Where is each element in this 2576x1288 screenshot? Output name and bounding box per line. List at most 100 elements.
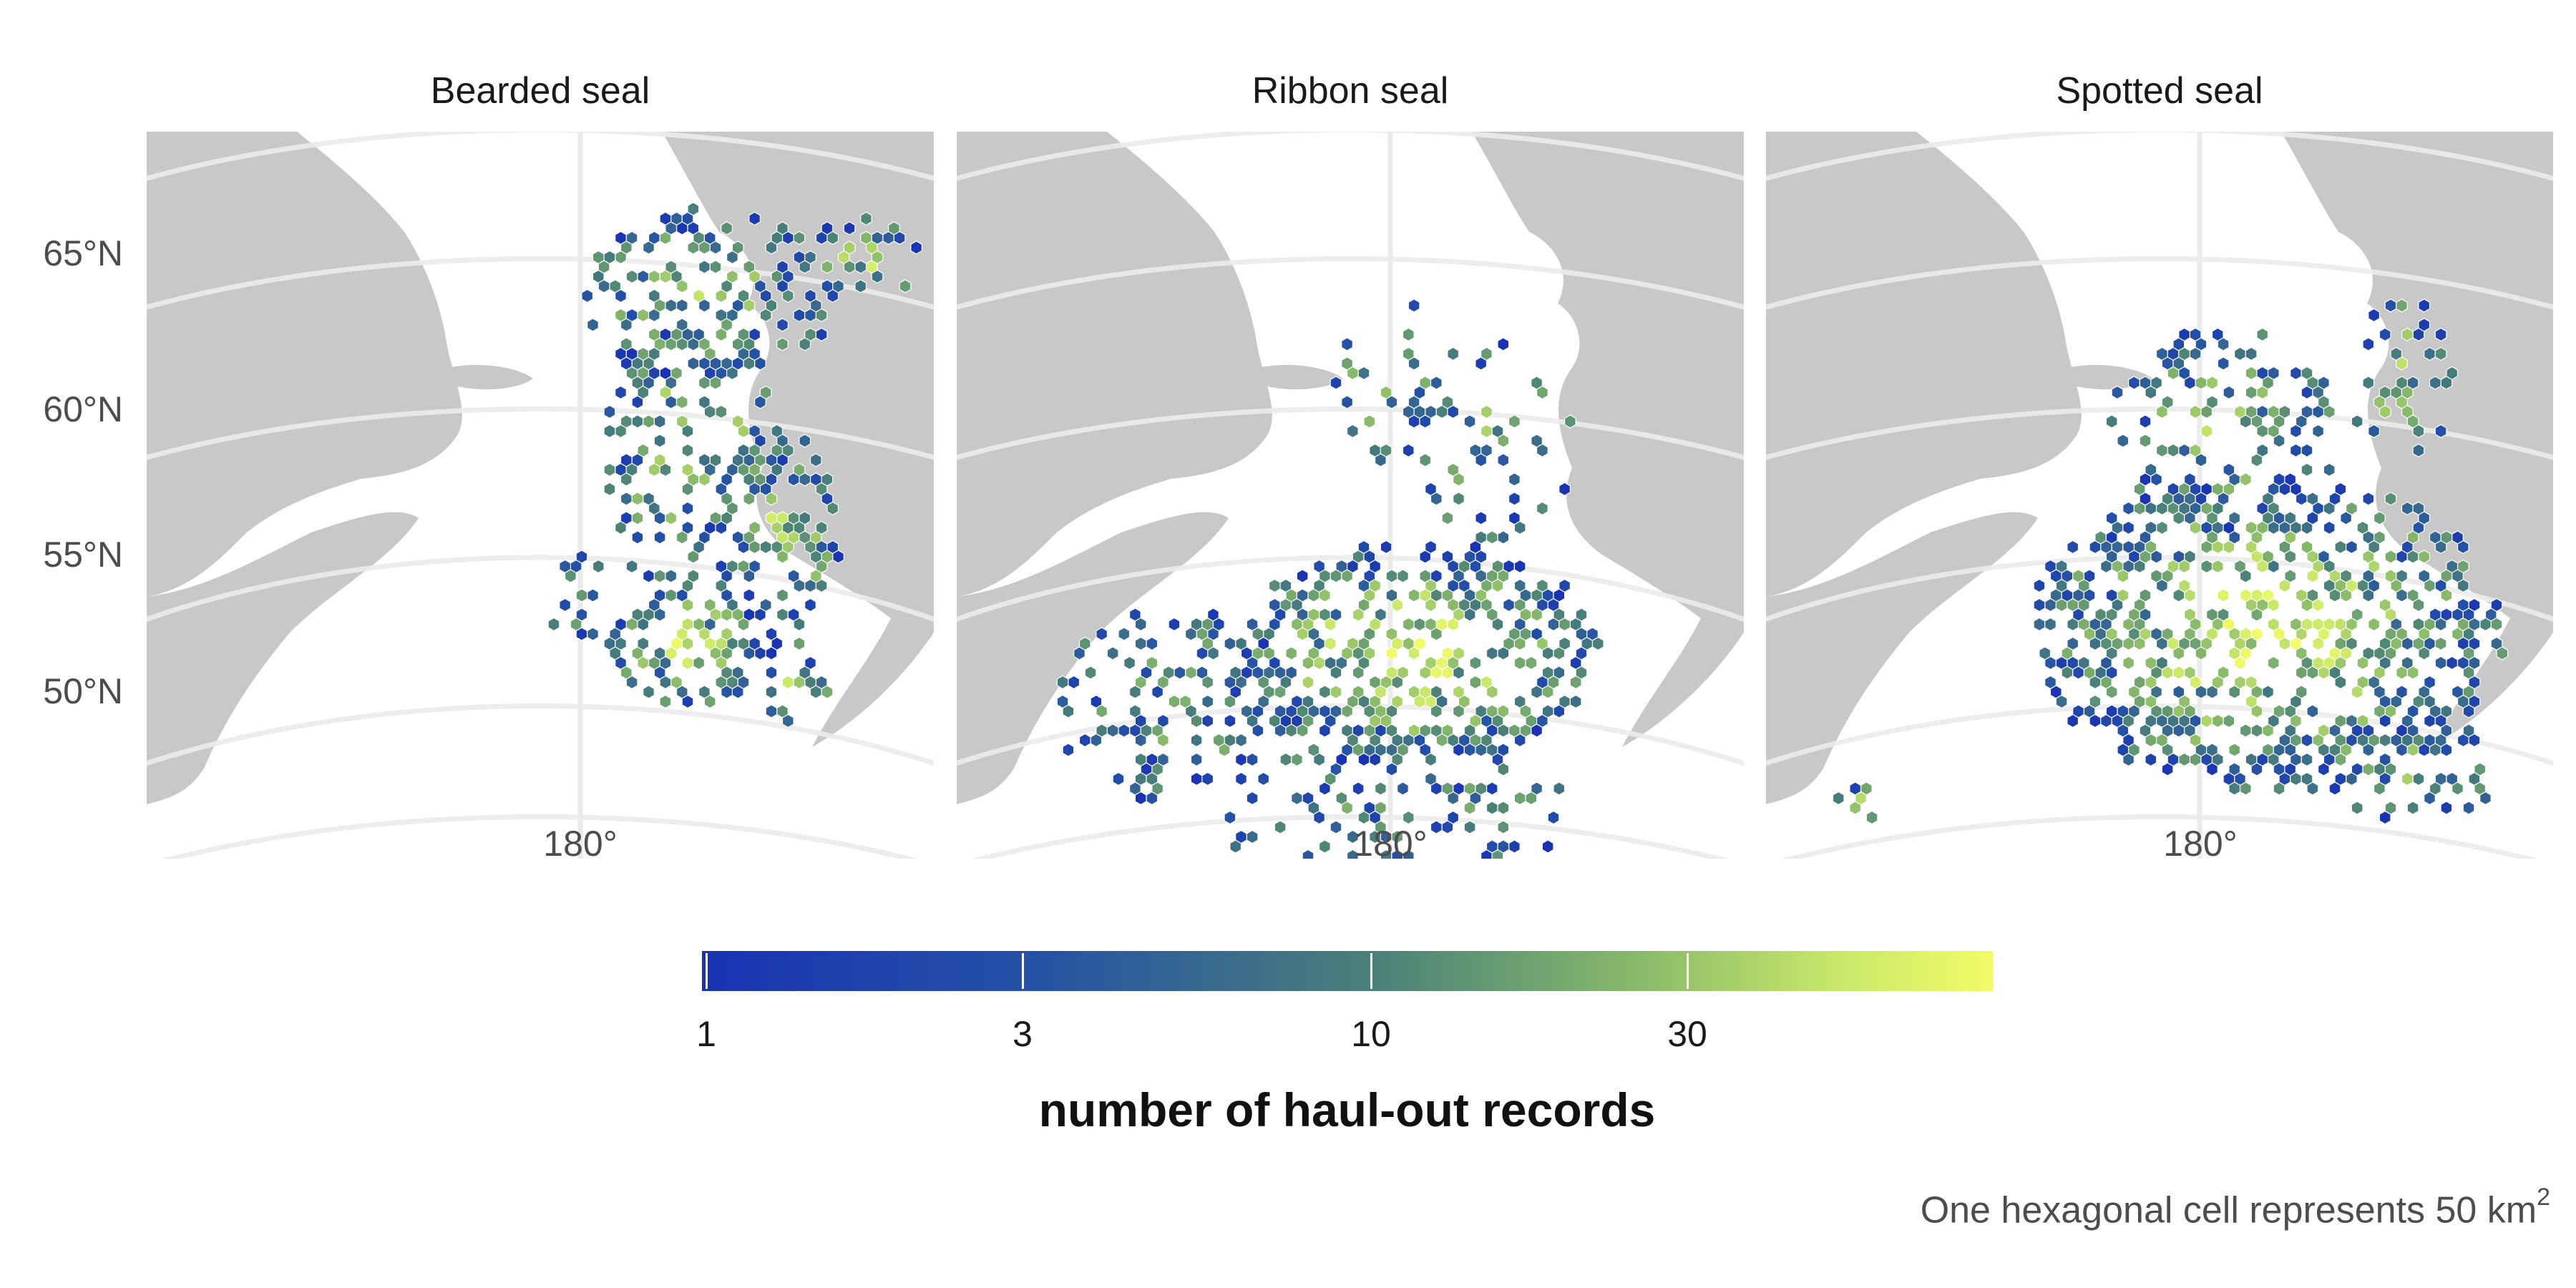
- hex-cell: [2094, 530, 2107, 545]
- hex-cell: [721, 608, 733, 622]
- hex-cell: [2189, 404, 2202, 419]
- hex-cell: [1068, 675, 1080, 690]
- hex-cell: [665, 588, 678, 602]
- hex-cell: [2406, 530, 2419, 545]
- hex-cell: [721, 685, 733, 699]
- hex-cell: [2306, 704, 2319, 718]
- hex-cell: [1564, 414, 1576, 429]
- hex-cell: [2089, 694, 2102, 709]
- hex-cell: [620, 414, 633, 429]
- hex-cell: [1407, 356, 1420, 371]
- hex-cell: [899, 279, 912, 293]
- hex-cell: [765, 704, 778, 718]
- hex-cell: [2156, 443, 2168, 458]
- hex-cell: [815, 327, 828, 342]
- legend-tick-label: 30: [1667, 1014, 1707, 1054]
- hex-cell: [2077, 597, 2090, 613]
- legend-tick-mark: [1022, 953, 1024, 989]
- hex-cell: [826, 230, 839, 245]
- hex-cell: [2434, 327, 2447, 342]
- hex-cell: [2178, 366, 2190, 381]
- hex-cell: [1447, 462, 1460, 477]
- hex-cell: [1240, 704, 1253, 718]
- hex-cell: [1413, 636, 1426, 651]
- hex-cell: [1380, 675, 1392, 690]
- hex-cell: [2105, 530, 2118, 545]
- land-shape: [147, 512, 419, 804]
- hex-cell: [2044, 675, 2057, 690]
- hex-cell: [2128, 627, 2140, 641]
- hex-cell: [731, 530, 744, 545]
- hex-cell: [1531, 434, 1543, 448]
- hex-cell: [2334, 540, 2347, 555]
- hex-cell: [2145, 675, 2157, 690]
- hex-cell: [1357, 810, 1370, 825]
- caption-text: One hexagonal cell represents 50 km: [1920, 1189, 2537, 1231]
- hex-cell: [809, 569, 822, 583]
- hex-cell: [821, 279, 834, 293]
- hex-cell: [2139, 588, 2152, 602]
- hex-cell: [1497, 801, 1510, 815]
- hex-cell: [603, 424, 616, 439]
- hex-cell: [675, 279, 688, 293]
- hex-cell: [2278, 636, 2291, 651]
- hex-cell: [1129, 685, 1141, 699]
- hex-cell: [1224, 636, 1236, 651]
- hex-cell: [2156, 733, 2168, 748]
- hex-cell: [637, 269, 650, 284]
- hex-cell: [1575, 646, 1588, 660]
- hex-cell: [2083, 569, 2096, 583]
- hex-cell: [1090, 733, 1103, 748]
- hex-cell: [2351, 685, 2363, 699]
- hex-cell: [2223, 617, 2235, 632]
- hex-cell: [1385, 395, 1398, 409]
- hex-cell: [1319, 588, 1331, 602]
- hex-cell: [2401, 385, 2414, 400]
- hex-cell: [1435, 694, 1448, 709]
- hex-cell: [587, 318, 599, 332]
- hex-cell: [1508, 627, 1521, 641]
- hex-cell: [1419, 743, 1432, 757]
- hex-cell: [2424, 346, 2436, 361]
- hex-cell: [2178, 443, 2190, 458]
- hex-cell: [620, 453, 633, 467]
- hex-cell: [637, 636, 650, 651]
- hex-cell: [2145, 694, 2157, 709]
- hex-cell: [1497, 820, 1510, 834]
- hex-cell: [765, 646, 778, 660]
- hex-cell: [2384, 627, 2397, 641]
- hex-cell: [715, 404, 728, 419]
- hex-cell: [2145, 713, 2157, 728]
- hex-cell: [1224, 694, 1236, 709]
- hex-cell: [2206, 530, 2218, 545]
- hex-cell: [2223, 482, 2235, 497]
- map-svg: [147, 132, 934, 859]
- caption: One hexagonal cell represents 50 km2: [1920, 1184, 2550, 1231]
- hex-cell: [1485, 530, 1498, 545]
- hex-cell: [1402, 404, 1415, 419]
- hex-cell: [1369, 443, 1381, 458]
- hex-cell: [687, 356, 700, 371]
- graticule-parallel: [1781, 814, 2538, 859]
- hex-cell: [1402, 443, 1415, 458]
- hex-cell: [2139, 627, 2152, 641]
- hex-cell: [2462, 665, 2475, 680]
- hex-cell: [709, 240, 722, 255]
- hex-cell: [615, 308, 627, 323]
- hex-cell: [2295, 665, 2308, 680]
- hex-cell: [2390, 733, 2403, 748]
- hex-cell: [1463, 723, 1476, 738]
- hex-cell: [715, 288, 728, 303]
- hex-cell: [1179, 694, 1191, 709]
- hex-cell: [698, 260, 711, 274]
- hex-cell: [653, 298, 666, 313]
- hex-cell: [2117, 434, 2129, 448]
- hex-cell: [1319, 723, 1331, 738]
- hex-cell: [2462, 608, 2475, 622]
- hex-cell: [1491, 752, 1504, 767]
- hex-cell: [2145, 752, 2157, 767]
- hex-cell: [2245, 636, 2258, 651]
- panel-title-ribbon: Ribbon seal: [1252, 70, 1449, 112]
- hex-cell: [1419, 453, 1432, 467]
- hex-cell: [2105, 588, 2118, 602]
